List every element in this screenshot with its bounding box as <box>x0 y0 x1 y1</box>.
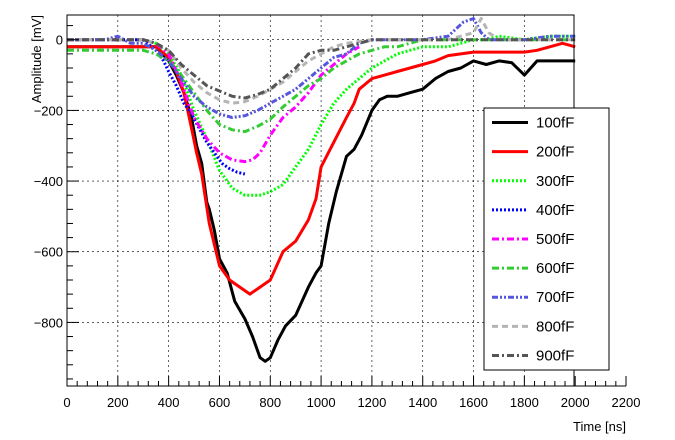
grid <box>67 15 574 386</box>
series-line-100fF <box>67 45 576 363</box>
x-tick-label: 1000 <box>307 395 336 410</box>
legend-label-200fF: 200fF <box>536 144 574 161</box>
x-tick-label: 400 <box>158 395 180 410</box>
legend-label-400fF: 400fF <box>536 202 574 219</box>
y-tick-label: 0 <box>56 33 63 48</box>
series-line-800fF <box>67 17 576 105</box>
x-axis-title: Time [ns] <box>573 419 626 434</box>
x-tick-label: 1600 <box>459 395 488 410</box>
x-tick-label: 0 <box>63 395 70 410</box>
legend-label-500fF: 500fF <box>536 231 574 248</box>
axes: 0 200 400 600 800 1000 1200 1400 1600 1800 2000 220… <box>34 25 641 410</box>
x-tick-label: 2000 <box>561 395 590 410</box>
y-axis-title: Amplitude [mV] <box>29 15 44 103</box>
x-tick-label: 1800 <box>510 395 539 410</box>
series-line-400fF <box>67 38 246 176</box>
x-tick-label: 2200 <box>612 395 641 410</box>
legend-label-600fF: 600fF <box>536 260 574 277</box>
legend-label-100fF: 100fF <box>536 115 574 132</box>
y-tick-label: −400 <box>34 174 63 189</box>
series-line-900fF <box>67 38 576 100</box>
legend-label-700fF: 700fF <box>536 289 574 306</box>
series-line-200fF <box>67 41 576 296</box>
legend-label-800fF: 800fF <box>536 318 574 335</box>
x-tick-label: 200 <box>107 395 129 410</box>
y-tick-label: −800 <box>34 315 63 330</box>
y-tick-label: −600 <box>34 245 63 260</box>
x-tick-label: 1200 <box>357 395 386 410</box>
legend-label-900fF: 900fF <box>536 347 574 364</box>
series-line-700fF <box>67 17 576 119</box>
y-tick-label: −200 <box>34 103 63 118</box>
series-layer <box>67 17 576 363</box>
x-tick-label: 1400 <box>408 395 437 410</box>
x-tick-label: 800 <box>259 395 281 410</box>
legend: 100fF 200fF 300fF 400fF 500fF 600fF 700fF 800fF… <box>483 107 610 371</box>
x-tick-label: 600 <box>209 395 231 410</box>
legend-label-300fF: 300fF <box>536 173 574 190</box>
